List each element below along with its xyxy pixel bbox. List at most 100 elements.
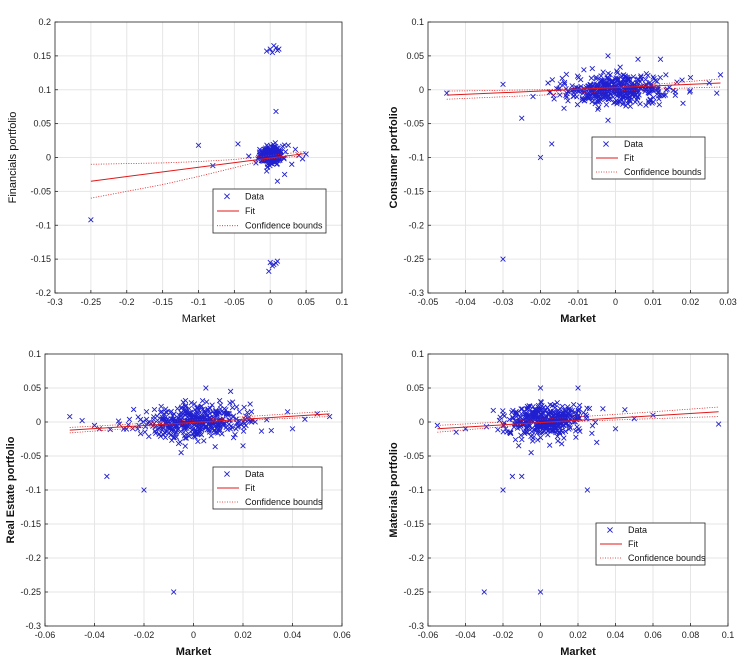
legend-data-marker [224,193,230,200]
data-point [593,74,599,80]
data-point [524,425,530,432]
legend-label: Fit [628,539,638,549]
data-point [233,404,240,410]
data-point [227,426,234,432]
data-point [302,416,308,422]
x-axis-label: Market [560,313,596,325]
data-point [200,415,207,421]
x-axis-label: Market [176,646,212,658]
data-point [595,99,601,105]
legend: Data Fit Confidence bounds [591,136,706,180]
data-point [199,411,205,418]
legend-label: Confidence bounds [245,221,323,231]
plot-area [88,42,309,275]
data-point [120,426,127,432]
data-point [284,409,291,415]
y-tick-label: -0.05 [30,186,51,196]
data-point [191,429,198,435]
x-tick-label: -0.05 [224,297,245,307]
data-point [657,74,663,81]
y-tick-label: -0.15 [20,519,41,529]
y-tick-label: -0.05 [20,451,41,461]
data-point [555,414,561,420]
y-tick-label: 0.05 [406,383,424,393]
data-point [154,426,161,432]
x-axis-label: Market [182,313,216,325]
data-point [186,433,192,439]
data-point [521,430,528,437]
data-point [172,431,179,437]
data-point [652,77,658,84]
data-point [206,429,213,435]
data-point [519,406,525,412]
y-tick-label: -0.25 [403,587,424,597]
x-tick-label: 0 [191,630,196,640]
data-point [549,423,555,429]
data-point [600,69,606,75]
data-point [165,425,172,431]
data-point [572,428,579,434]
data-point [554,433,561,440]
data-point [506,416,513,423]
data-point [216,426,222,432]
y-tick-label: -0.2 [25,553,41,563]
data-point [197,425,203,432]
data-point [252,419,258,425]
data-point [645,72,651,79]
data-point [570,401,577,408]
x-tick-label: 0.04 [607,630,625,640]
data-point [547,402,553,408]
y-tick-label: 0.1 [411,17,424,27]
data-point [184,423,191,429]
data-point [240,428,247,434]
data-point [500,81,506,88]
data-point [594,82,601,88]
data-point [517,414,524,421]
data-point [137,430,144,437]
x-tick-label: 0.1 [336,297,349,307]
data-point [561,105,567,112]
data-point [216,397,223,404]
data-point [662,92,669,98]
data-point [214,410,220,417]
data-point [273,108,279,115]
data-point [197,404,203,411]
data-point [268,143,274,149]
data-point [569,83,575,89]
legend-label: Data [245,469,264,479]
data-point [272,143,279,150]
data-point [556,429,563,436]
x-tick-label: -0.02 [493,630,514,640]
data-point [191,422,198,428]
y-tick-label: -0.3 [25,621,41,631]
data-point [530,403,536,410]
data-point [635,56,641,62]
data-point [588,75,595,81]
data-point [203,385,209,391]
data-point [567,407,574,413]
x-tick-label: 0.08 [682,630,700,640]
data-point [137,416,144,423]
data-point [530,415,537,422]
data-point [178,409,184,416]
y-tick-label: -0.1 [408,485,424,495]
data-point [584,92,591,98]
data-point [230,434,237,441]
y-tick-label: -0.15 [30,254,51,264]
data-point [213,407,219,414]
data-point [282,149,289,155]
data-point [632,99,638,105]
data-point [502,426,509,432]
x-tick-label: 0.03 [719,297,737,307]
data-point [603,102,610,108]
data-point [162,434,169,441]
x-tick-label: 0 [613,297,618,307]
data-point [686,89,693,95]
x-tick-label: -0.04 [84,630,105,640]
data-point [500,487,506,493]
data-point [633,80,640,86]
data-point [656,96,662,102]
data-point [574,73,581,79]
data-point [616,98,622,105]
data-point [289,161,295,167]
